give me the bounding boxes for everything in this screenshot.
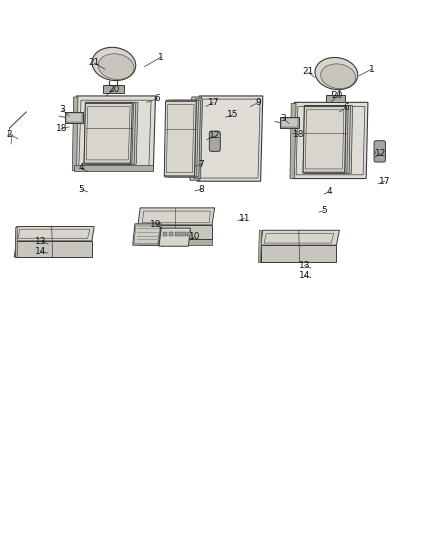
Polygon shape bbox=[88, 102, 136, 164]
Polygon shape bbox=[194, 99, 202, 179]
Polygon shape bbox=[261, 245, 336, 262]
Polygon shape bbox=[15, 227, 17, 257]
Text: 10: 10 bbox=[189, 232, 201, 241]
Polygon shape bbox=[103, 85, 124, 93]
Polygon shape bbox=[187, 232, 192, 236]
Text: 7: 7 bbox=[198, 160, 205, 168]
Polygon shape bbox=[305, 106, 348, 173]
Polygon shape bbox=[303, 107, 346, 172]
Text: 12: 12 bbox=[209, 132, 220, 140]
Polygon shape bbox=[84, 103, 132, 163]
Polygon shape bbox=[175, 232, 180, 236]
Text: 18: 18 bbox=[293, 130, 304, 139]
Polygon shape bbox=[163, 232, 167, 236]
Text: 18: 18 bbox=[57, 124, 68, 133]
Polygon shape bbox=[261, 230, 339, 245]
Text: 14: 14 bbox=[299, 271, 310, 280]
Text: 1: 1 bbox=[158, 53, 164, 61]
Polygon shape bbox=[15, 241, 92, 257]
Polygon shape bbox=[310, 106, 353, 173]
Text: 14: 14 bbox=[35, 247, 46, 256]
Text: 20: 20 bbox=[108, 85, 120, 94]
Text: 1: 1 bbox=[368, 65, 374, 74]
Text: 5: 5 bbox=[78, 185, 84, 193]
Text: 8: 8 bbox=[198, 185, 205, 193]
Text: 6: 6 bbox=[343, 103, 349, 112]
Text: 17: 17 bbox=[379, 177, 390, 185]
Polygon shape bbox=[293, 102, 368, 179]
Polygon shape bbox=[164, 101, 196, 176]
Polygon shape bbox=[307, 106, 350, 173]
FancyBboxPatch shape bbox=[374, 141, 385, 162]
Ellipse shape bbox=[92, 47, 136, 80]
Polygon shape bbox=[169, 100, 201, 177]
Polygon shape bbox=[14, 243, 85, 257]
Polygon shape bbox=[66, 113, 82, 122]
Polygon shape bbox=[138, 239, 212, 245]
Polygon shape bbox=[258, 230, 262, 262]
Text: 3: 3 bbox=[59, 106, 65, 114]
Text: 11: 11 bbox=[239, 214, 250, 223]
Polygon shape bbox=[138, 208, 215, 225]
Ellipse shape bbox=[98, 54, 134, 79]
Text: 12: 12 bbox=[375, 149, 387, 158]
Ellipse shape bbox=[315, 58, 358, 90]
Polygon shape bbox=[181, 232, 186, 236]
Polygon shape bbox=[280, 117, 299, 128]
Text: 4: 4 bbox=[78, 164, 84, 172]
Text: 20: 20 bbox=[332, 92, 343, 100]
Text: 13: 13 bbox=[35, 237, 46, 246]
Polygon shape bbox=[15, 227, 94, 241]
Polygon shape bbox=[84, 102, 131, 164]
Text: 2: 2 bbox=[7, 130, 12, 139]
Polygon shape bbox=[290, 103, 296, 179]
Text: 21: 21 bbox=[88, 59, 100, 67]
Polygon shape bbox=[169, 232, 173, 236]
Ellipse shape bbox=[321, 64, 356, 88]
Polygon shape bbox=[74, 165, 153, 171]
Text: 6: 6 bbox=[155, 94, 161, 103]
Polygon shape bbox=[91, 102, 138, 164]
Polygon shape bbox=[326, 95, 345, 102]
Text: 19: 19 bbox=[150, 221, 161, 229]
Text: 9: 9 bbox=[255, 98, 261, 107]
Polygon shape bbox=[133, 224, 161, 245]
Polygon shape bbox=[165, 100, 196, 177]
Text: 4: 4 bbox=[327, 188, 332, 196]
FancyBboxPatch shape bbox=[209, 131, 220, 151]
Polygon shape bbox=[86, 102, 134, 164]
Text: 21: 21 bbox=[302, 68, 314, 76]
Text: 13: 13 bbox=[299, 261, 310, 270]
Text: 3: 3 bbox=[280, 114, 286, 123]
Polygon shape bbox=[167, 100, 198, 177]
Text: 15: 15 bbox=[227, 110, 239, 119]
Polygon shape bbox=[74, 96, 155, 171]
Polygon shape bbox=[72, 97, 78, 171]
Polygon shape bbox=[281, 118, 298, 127]
Text: 17: 17 bbox=[208, 98, 219, 107]
Polygon shape bbox=[197, 96, 263, 181]
Polygon shape bbox=[65, 112, 83, 123]
Polygon shape bbox=[303, 106, 346, 173]
Text: 5: 5 bbox=[321, 206, 327, 215]
Polygon shape bbox=[259, 246, 335, 262]
Polygon shape bbox=[159, 228, 191, 246]
Polygon shape bbox=[138, 225, 212, 239]
Polygon shape bbox=[190, 97, 201, 180]
